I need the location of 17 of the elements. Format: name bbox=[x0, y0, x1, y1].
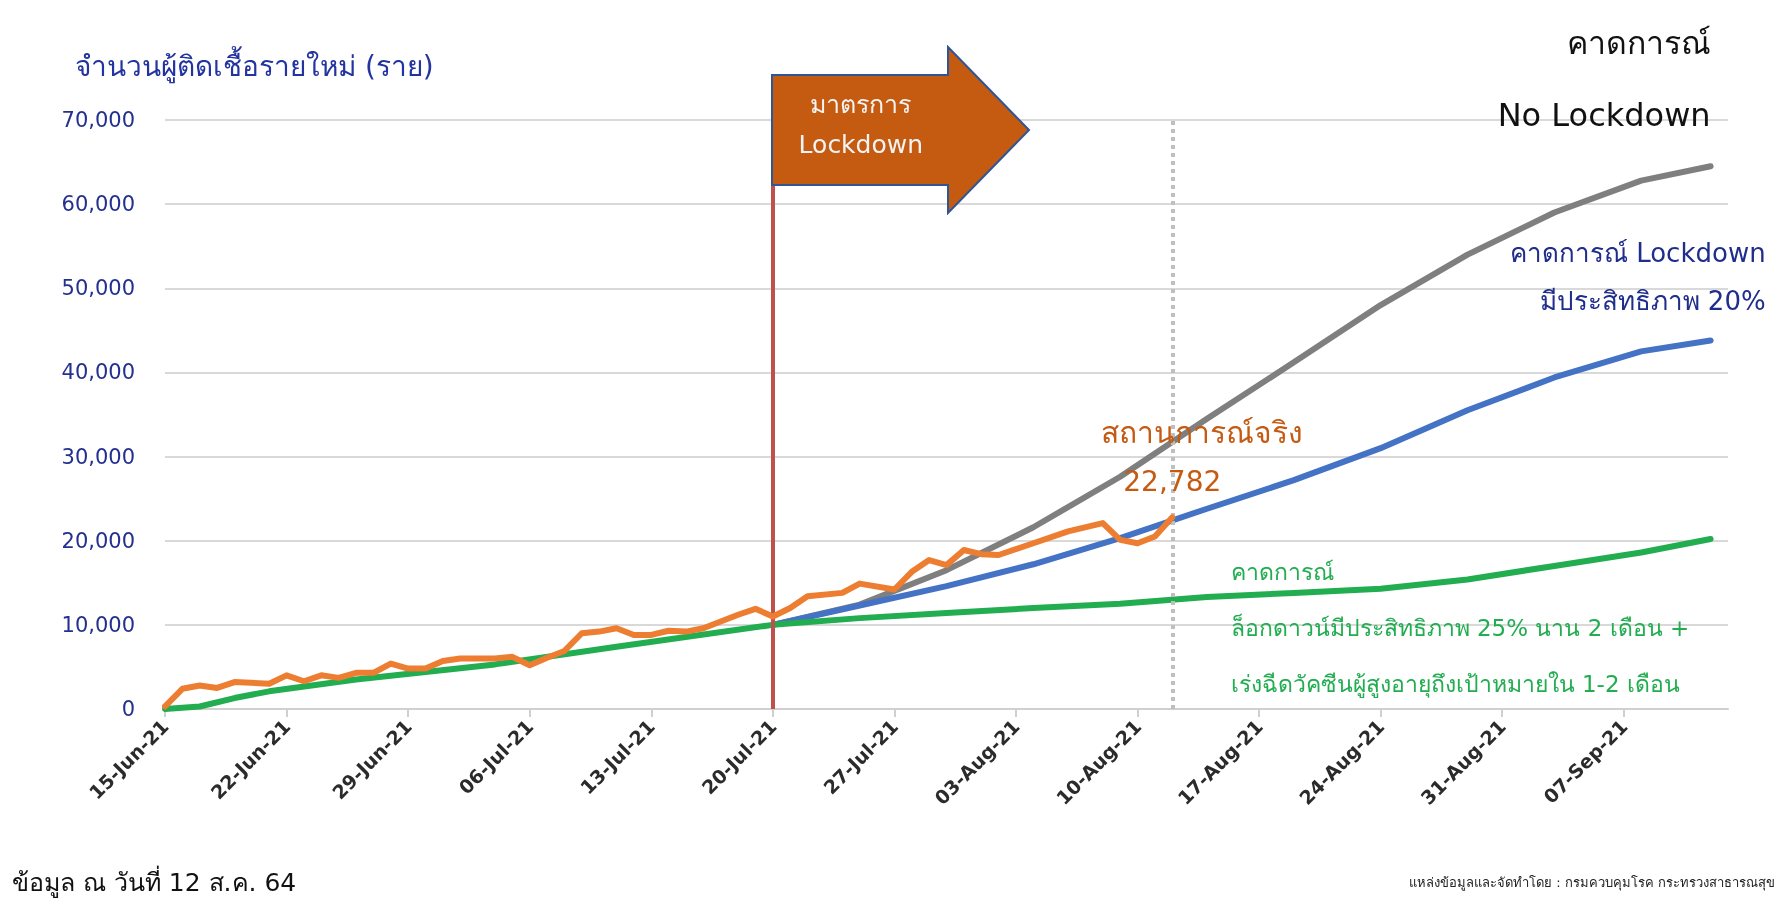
y-axis-title: จำนวนผู้ติดเชื้อรายใหม่ (ราย) bbox=[75, 45, 434, 84]
annotation: มาตรการ Lockdown bbox=[797, 89, 925, 161]
y-tick-label: 60,000 bbox=[61, 192, 135, 217]
y-tick-label: 20,000 bbox=[61, 528, 135, 553]
y-tick-label: 40,000 bbox=[61, 360, 135, 385]
y-tick-label: 10,000 bbox=[61, 612, 135, 637]
text: คาดการณ์ Lockdown มีประสิทธิภาพ 20% bbox=[1509, 238, 1766, 317]
y-tick-label: 70,000 bbox=[61, 108, 135, 132]
series-label: คาดการณ์ No Lockdown bbox=[1497, 24, 1711, 135]
y-tick-label: 0 bbox=[121, 697, 135, 721]
y-tick-label: 30,000 bbox=[61, 444, 135, 469]
y-tick-label: 50,000 bbox=[61, 276, 135, 301]
text: แหล่งข้อมูลและจัดทำโดย : กรมควบคุมโรค กระทรวงสาธารณสุข bbox=[1409, 874, 1775, 893]
text: ข้อมูล ณ วันที่ 12 ส.ค. 64 bbox=[12, 864, 297, 900]
text: คาดการณ์ ล็อกดาวน์มีประสิทธิภาพ 25% นาน 2 เดือน + เร่งฉีดวัคซีนผู้สูงอายุถึงเป้าหมายใน 1-2 เดือน bbox=[1230, 559, 1690, 698]
text: สถานการณ์จริง bbox=[1101, 414, 1304, 450]
data-label: 22,782 bbox=[1123, 464, 1222, 498]
